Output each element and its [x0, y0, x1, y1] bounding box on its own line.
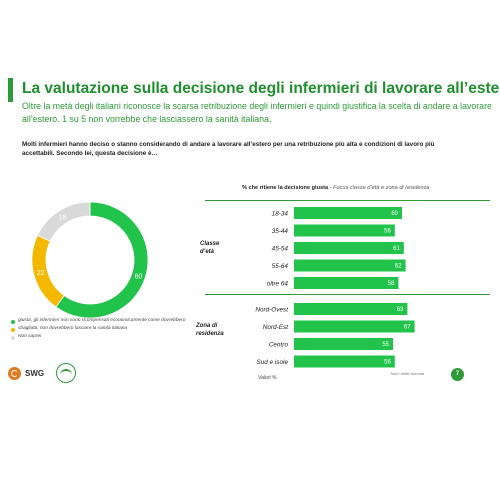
group-label-zona: Zona di residenza: [196, 323, 224, 337]
bar-1-0: [294, 303, 408, 315]
bar-0-3: [294, 259, 406, 272]
bar-value-label: 56: [384, 229, 391, 235]
survey-question: Molti infermieri hanno deciso o stanno c…: [22, 141, 435, 157]
bar-category-label: Centro: [269, 341, 289, 348]
bar-value-label: 55: [382, 342, 389, 348]
donut-legend: giusta, gli infermieri non sono ricompen…: [10, 318, 190, 343]
bar-1-2: [294, 338, 393, 350]
bar-value-label: 58: [388, 281, 395, 287]
bar-0-0: [294, 207, 402, 219]
bar-0-4: [294, 277, 399, 289]
donut-value-label-2: 18: [59, 214, 67, 221]
footnote: Valori %.: [258, 375, 278, 381]
legend-dot-yellow: [11, 327, 15, 332]
bar-chart-header-italic: - Focus classe d’età e zona di residenza: [328, 185, 430, 191]
bar-chart: 18-34 60 35-44 56 45-54 61 55-64 62 oltre 64 58 No…: [255, 207, 415, 368]
legend-item-non-saprei: Non saprei: [10, 334, 190, 340]
bar-value-label: 67: [404, 325, 411, 331]
bar-category-label: Sud e isole: [256, 359, 288, 366]
bar-value-label: 56: [384, 360, 391, 366]
bar-1-3: [294, 355, 395, 368]
legend-item-giusta: giusta, gli infermieri non sono ricompen…: [10, 318, 190, 324]
legend-label-sbagliata: sbagliata, non dovrebbero lasciare la sa…: [18, 326, 128, 332]
donut-value-label-1: 22: [37, 270, 45, 277]
swg-logo: SWG: [8, 367, 44, 380]
partner-logo-icon: [56, 363, 76, 383]
legend-dot-grey: [11, 335, 15, 340]
bar-category-label: Nord-Ovest: [255, 306, 288, 313]
bar-0-2: [294, 242, 404, 254]
bar-value-label: 63: [397, 307, 404, 313]
bar-1-1: [294, 320, 415, 333]
bar-value-label: 61: [393, 246, 400, 252]
group-label-eta: Classe d’età: [200, 241, 220, 255]
bar-0-1: [294, 224, 395, 237]
bar-category-label: Nord-Est: [263, 324, 288, 331]
swg-logo-text: SWG: [25, 369, 45, 378]
legend-item-sbagliata: sbagliata, non dovrebbero lasciare la sa…: [10, 326, 190, 332]
panel-divider-top: [205, 200, 490, 201]
page-subtitle: Oltre la metà degli italiani riconosce l…: [22, 101, 492, 124]
panel-divider-middle: [205, 294, 490, 295]
bar-chart-header-bold: % che ritiene la decisione giusta: [242, 185, 329, 191]
bar-category-label: 45-54: [272, 245, 289, 252]
donut-chart: 60 22 18: [31, 201, 149, 319]
rights-notice: Tutti i diritti riservati: [390, 371, 425, 376]
donut-slice-2: [36, 201, 91, 242]
legend-label-giusta: giusta, gli infermieri non sono ricompen…: [18, 318, 186, 323]
bar-category-label: oltre 64: [267, 280, 289, 287]
bar-chart-header: % che ritiene la decisione giusta - Focu…: [242, 185, 430, 191]
swg-logo-icon: [8, 367, 21, 380]
bar-category-label: 55-64: [272, 263, 289, 270]
legend-label-non-saprei: Non saprei: [18, 334, 42, 340]
donut-value-label-0: 60: [135, 273, 143, 280]
legend-dot-green: [11, 319, 15, 324]
bar-category-label: 18-34: [272, 210, 289, 217]
title-accent-bar: [8, 78, 13, 102]
bar-value-label: 62: [395, 264, 402, 270]
bar-value-label: 60: [391, 211, 398, 217]
page-title: La valutazione sulla decisione degli inf…: [22, 80, 500, 97]
page-number-badge: 7: [451, 368, 464, 381]
bar-category-label: 35-44: [272, 228, 289, 235]
